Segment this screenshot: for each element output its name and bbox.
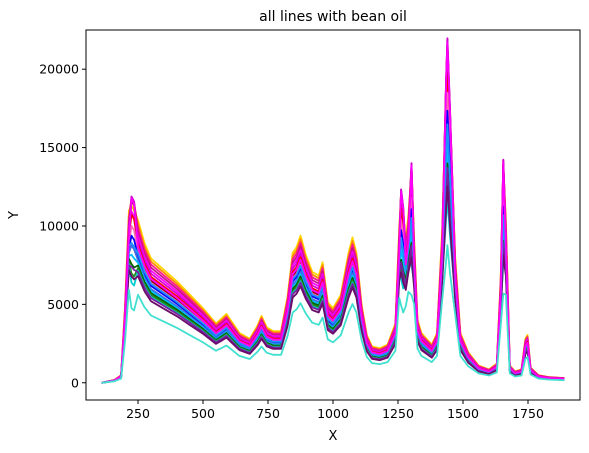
y-tick-label: 5000 (47, 297, 79, 312)
series-line-13 (101, 162, 565, 384)
x-tick-label: 1000 (317, 406, 349, 421)
x-tick-label: 500 (191, 406, 215, 421)
series-line-20 (101, 244, 565, 384)
y-tick-label: 15000 (39, 140, 79, 155)
series-line-7 (101, 70, 565, 384)
x-axis: 250 500 750 1000 1250 1500 1750 (126, 400, 544, 421)
y-axis: 0 5000 10000 15000 20000 (39, 62, 86, 390)
chart-title: all lines with bean oil (259, 9, 407, 25)
series-line-9 (101, 91, 565, 384)
series-line-18 (101, 123, 565, 384)
series-layer (101, 37, 565, 384)
series-line-5 (101, 65, 565, 384)
x-axis-label: X (329, 429, 338, 444)
y-tick-label: 10000 (39, 218, 79, 233)
y-tick-label: 20000 (39, 62, 79, 77)
y-tick-label: 0 (71, 375, 79, 390)
y-axis-label: Y (7, 211, 22, 220)
x-tick-label: 1250 (382, 406, 414, 421)
x-tick-label: 750 (256, 406, 280, 421)
x-tick-label: 1750 (512, 406, 544, 421)
x-tick-label: 1500 (447, 406, 479, 421)
series-line-17 (101, 185, 565, 384)
series-line-11 (101, 127, 565, 384)
x-tick-label: 250 (126, 406, 150, 421)
series-line-19 (101, 42, 565, 384)
series-line-12 (101, 145, 565, 384)
